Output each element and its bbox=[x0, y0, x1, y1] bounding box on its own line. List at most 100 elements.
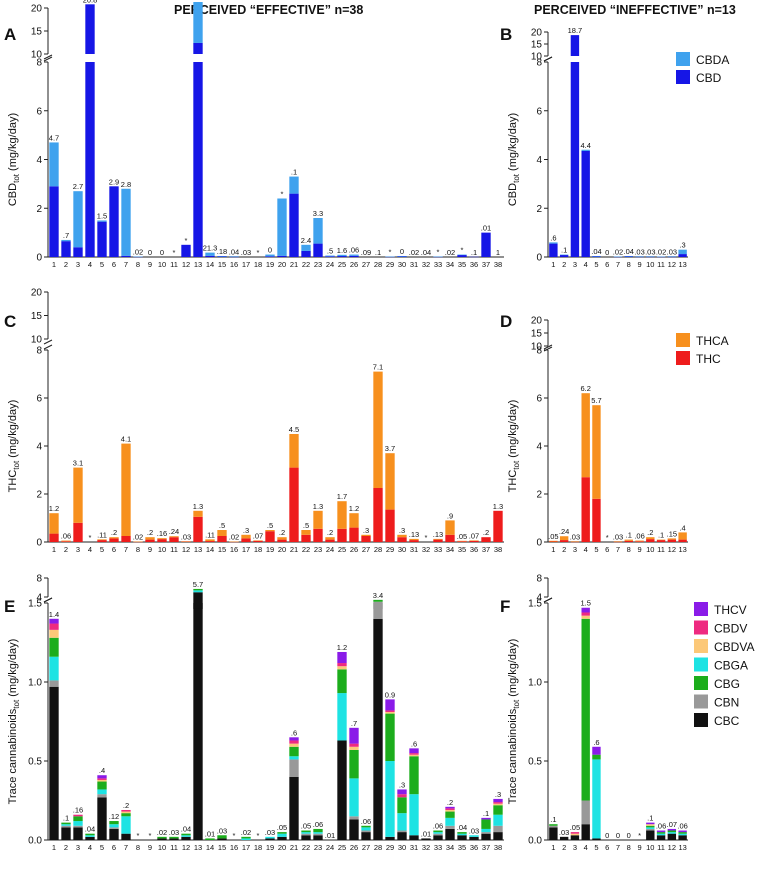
y-tick-label: 15 bbox=[31, 27, 43, 38]
y-tick-label: 20 bbox=[531, 28, 543, 39]
bar-thca bbox=[61, 540, 71, 542]
bar-thc bbox=[337, 528, 347, 542]
bar-thc bbox=[253, 540, 263, 542]
y-tick-label: 10 bbox=[31, 50, 43, 61]
data-label: * bbox=[89, 533, 92, 542]
bar-cbc bbox=[559, 836, 569, 840]
data-label: .06 bbox=[677, 822, 687, 831]
data-label: .04 bbox=[229, 247, 239, 256]
y-tick-label: 4 bbox=[36, 155, 42, 166]
x-tick-label: 17 bbox=[242, 545, 250, 554]
effective-header: PERCEIVED “EFFECTIVE” n=38 bbox=[174, 3, 364, 17]
data-label: 0 bbox=[400, 247, 404, 256]
data-label: .24 bbox=[169, 527, 179, 536]
x-tick-label: 4 bbox=[88, 545, 92, 554]
bar-thc bbox=[493, 510, 503, 542]
bar-cbc bbox=[678, 835, 687, 840]
data-label: .3 bbox=[399, 780, 405, 789]
bar-cbg bbox=[73, 816, 83, 822]
bar-cbg bbox=[121, 813, 131, 817]
x-tick-label: 38 bbox=[494, 843, 502, 852]
bar-cbg-upper bbox=[193, 588, 203, 591]
bar-thc bbox=[678, 539, 687, 542]
y-tick-label: 6 bbox=[536, 394, 542, 405]
x-tick-label: 30 bbox=[398, 260, 406, 269]
data-label: 5.7 bbox=[591, 396, 601, 405]
bar-cbda bbox=[49, 142, 59, 187]
x-tick-label: 34 bbox=[446, 260, 454, 269]
y-tick-label: 0.0 bbox=[528, 836, 542, 847]
bar-thca bbox=[385, 453, 395, 510]
bar-cbd bbox=[581, 150, 590, 257]
x-tick-label: 21 bbox=[290, 260, 298, 269]
data-label: .09 bbox=[361, 248, 371, 257]
bar-thcv bbox=[646, 822, 655, 825]
bar-cbda-upper bbox=[193, 2, 203, 43]
bar-cbc bbox=[469, 836, 479, 840]
bar-cbg bbox=[549, 824, 558, 826]
bar-cbga bbox=[49, 656, 59, 681]
bar-thc bbox=[457, 541, 467, 542]
bar-cbga bbox=[385, 761, 395, 837]
x-tick-label: 17 bbox=[242, 843, 250, 852]
bar-cbc bbox=[397, 832, 407, 840]
data-label: .1 bbox=[626, 531, 632, 540]
data-label: * bbox=[606, 533, 609, 542]
data-label: .03 bbox=[265, 828, 275, 837]
data-label: * bbox=[185, 236, 188, 245]
x-tick-label: 4 bbox=[584, 260, 588, 269]
x-tick-label: 10 bbox=[158, 843, 166, 852]
y-tick-label: 0.5 bbox=[528, 757, 542, 768]
bar-cbdv bbox=[349, 743, 359, 747]
bar-cbg bbox=[433, 830, 443, 833]
bar-cbd-upper bbox=[85, 4, 95, 54]
x-tick-label: 7 bbox=[616, 843, 620, 852]
data-label: .03 bbox=[181, 532, 191, 541]
bar-cbc bbox=[265, 838, 275, 840]
bar-cbd bbox=[97, 221, 107, 257]
bar-cbg bbox=[457, 832, 467, 834]
bar-thca bbox=[313, 510, 323, 529]
data-label: .3 bbox=[399, 526, 405, 535]
bar-thc bbox=[433, 539, 443, 542]
panel-letter: F bbox=[500, 597, 510, 616]
x-tick-label: 9 bbox=[637, 843, 641, 852]
y-tick-label: 4 bbox=[36, 593, 42, 604]
data-label: 1.3 bbox=[193, 502, 203, 511]
legend-label-cbga: CBGA bbox=[714, 659, 748, 673]
y-axis-label: THCtot (mg/kg/day) bbox=[507, 400, 521, 493]
data-label: .03 bbox=[667, 247, 677, 256]
bar-thca bbox=[397, 534, 407, 538]
bar-thcv bbox=[493, 798, 503, 803]
bar-cbn bbox=[109, 827, 119, 829]
data-label: .1 bbox=[483, 809, 489, 818]
x-tick-label: 15 bbox=[218, 260, 226, 269]
data-label: 4.1 bbox=[121, 435, 131, 444]
bar-cbn bbox=[373, 603, 383, 619]
legend-swatch-cbdv bbox=[694, 620, 708, 635]
data-label: 1.6 bbox=[337, 246, 347, 255]
bar-thca bbox=[646, 537, 655, 540]
data-label: .6 bbox=[593, 738, 599, 747]
data-label: 2.9 bbox=[109, 177, 119, 186]
data-label: .2 bbox=[327, 528, 333, 537]
bar-cbg bbox=[217, 835, 227, 839]
x-tick-label: 14 bbox=[206, 260, 214, 269]
x-tick-label: 23 bbox=[314, 843, 322, 852]
x-tick-label: 4 bbox=[584, 545, 588, 554]
x-tick-label: 10 bbox=[646, 260, 654, 269]
y-axis-label: Trace cannabinoidstot (mg/kg/day) bbox=[7, 639, 21, 805]
bar-cbda bbox=[313, 218, 323, 244]
data-label: .06 bbox=[61, 532, 71, 541]
bar-cbga bbox=[241, 838, 251, 840]
x-tick-label: 5 bbox=[594, 260, 598, 269]
data-label: .3 bbox=[679, 241, 685, 250]
bar-cbd bbox=[181, 244, 191, 257]
x-tick-label: 30 bbox=[398, 545, 406, 554]
bar-thca bbox=[409, 538, 419, 541]
data-label: .03 bbox=[169, 828, 179, 837]
x-tick-label: 9 bbox=[148, 545, 152, 554]
bar-cbga bbox=[301, 832, 311, 834]
legend-label-cbd: CBD bbox=[696, 71, 722, 85]
